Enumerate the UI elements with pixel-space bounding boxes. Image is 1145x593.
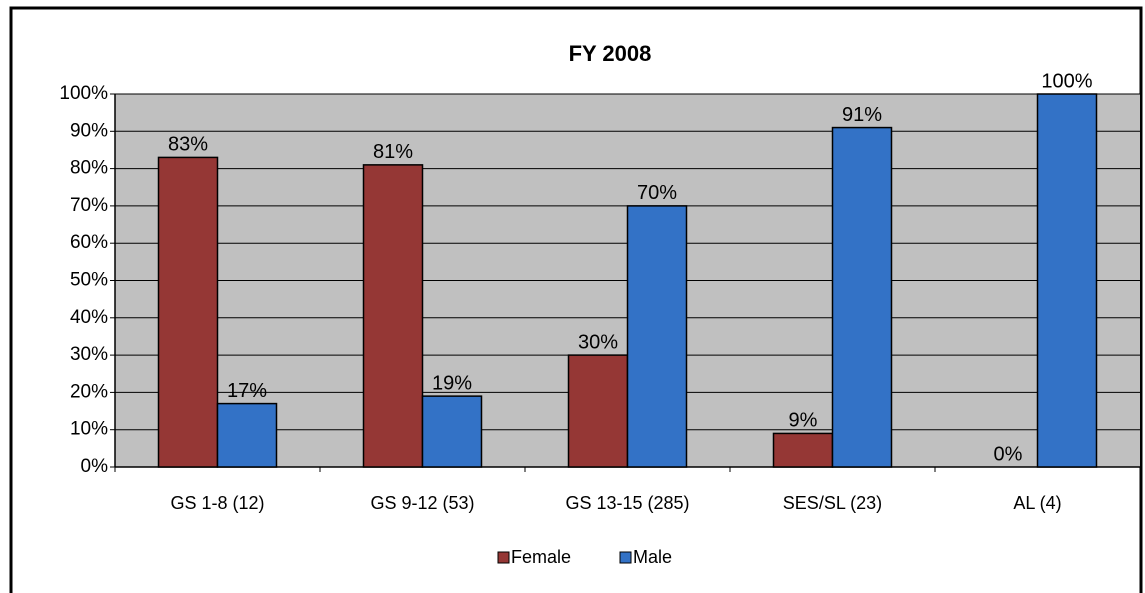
data-label: 91% [842,104,882,126]
bar [421,395,483,468]
data-label: 83% [168,134,208,156]
y-tick-label: 60% [70,232,108,253]
y-tick-label: 10% [70,419,108,440]
y-tick-label: 100% [59,83,108,104]
data-label: 100% [1041,70,1092,92]
data-label: 0% [994,443,1023,465]
bar [626,205,688,468]
y-tick-label: 0% [81,456,109,477]
bar [362,164,424,468]
x-tick-label: GS 1-8 (12) [170,493,264,513]
bar [831,126,893,468]
y-tick-label: 30% [70,344,108,365]
data-label: 30% [578,331,618,353]
data-label: 19% [432,372,472,394]
y-tick-label: 90% [70,120,108,141]
legend-swatch [497,551,510,564]
chart-title: FY 2008 [569,41,652,66]
y-tick-label: 80% [70,158,108,179]
legend-label: Male [633,547,672,567]
y-tick-label: 70% [70,195,108,216]
y-tick-label: 40% [70,307,108,328]
legend-label: Female [511,547,571,567]
bar [157,156,219,468]
y-tick-label: 20% [70,381,108,402]
data-label: 9% [789,410,818,432]
bar [216,402,278,468]
x-tick-label: SES/SL (23) [783,493,882,513]
bar [772,432,834,468]
frame [9,6,1143,593]
data-label: 70% [637,182,677,204]
x-tick-label: AL (4) [1013,493,1061,513]
legend-swatch [619,551,632,564]
x-tick-label: GS 9-12 (53) [370,493,474,513]
data-label: 81% [373,141,413,163]
y-tick-label: 50% [70,270,108,291]
bar [567,354,629,468]
bar [1036,93,1098,468]
data-label: 17% [227,380,267,402]
x-tick-label: GS 13-15 (285) [565,493,689,513]
